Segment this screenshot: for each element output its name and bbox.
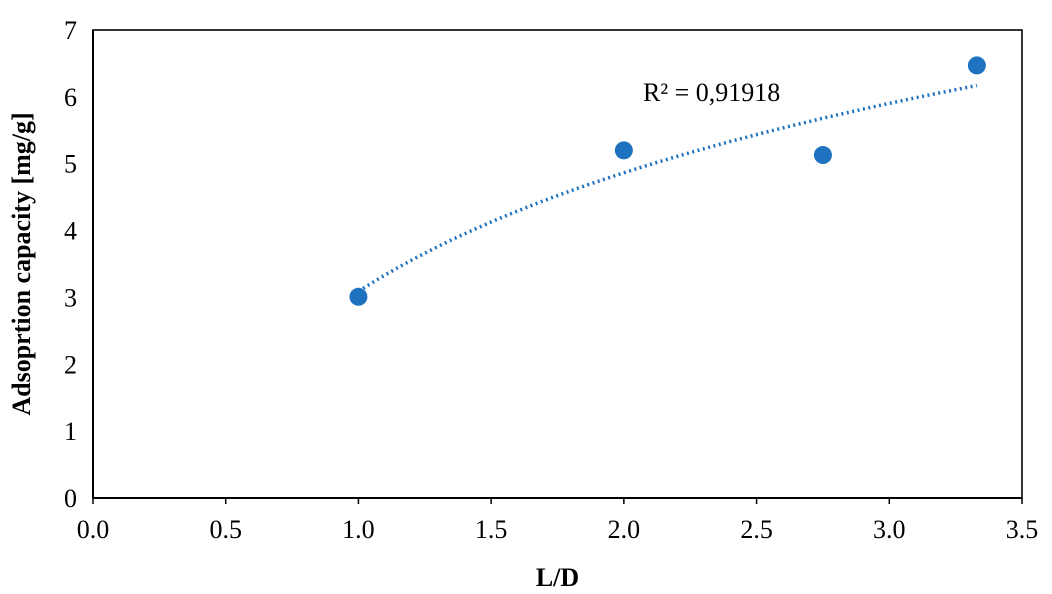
- y-tick-label: 7: [64, 16, 77, 45]
- data-point: [614, 141, 633, 160]
- y-tick-label: 1: [64, 417, 77, 446]
- y-tick-label: 5: [64, 150, 77, 179]
- trendline: [357, 83, 978, 293]
- plot-area-border: [92, 29, 1023, 499]
- x-tick-label: 0.0: [77, 515, 110, 544]
- x-axis-title: L/D: [536, 563, 579, 592]
- y-tick-label: 4: [64, 217, 77, 246]
- x-tick-label: 1.5: [475, 515, 508, 544]
- data-point: [967, 56, 986, 75]
- data-point: [349, 287, 368, 306]
- x-tick-label: 1.0: [342, 515, 375, 544]
- y-axis-title: Adsoprtion capacity [mg/g]: [7, 112, 36, 415]
- y-tick-label: 6: [64, 83, 77, 112]
- y-tick-label: 0: [64, 484, 77, 513]
- x-tick-label: 3.0: [873, 515, 906, 544]
- x-tick-label: 2.5: [740, 515, 773, 544]
- x-tick-label: 2.0: [608, 515, 641, 544]
- y-tick-label: 3: [64, 283, 77, 312]
- x-tick-label: 3.5: [1006, 515, 1039, 544]
- data-point: [813, 146, 832, 165]
- y-tick-label: 2: [64, 350, 77, 379]
- x-tick-label: 0.5: [209, 515, 242, 544]
- r-squared-annotation: R² = 0,91918: [643, 78, 780, 107]
